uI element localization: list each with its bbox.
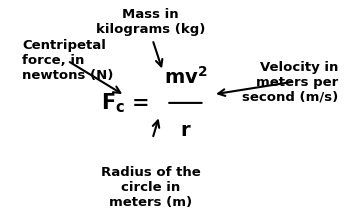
Text: Radius of the
circle in
meters (m): Radius of the circle in meters (m) [101,166,201,209]
Text: $\mathbf{F_c}$ =: $\mathbf{F_c}$ = [100,91,149,115]
Text: Mass in
kilograms (kg): Mass in kilograms (kg) [96,8,205,36]
Text: $\mathbf{r}$: $\mathbf{r}$ [180,122,191,140]
Text: $\mathbf{mv^2}$: $\mathbf{mv^2}$ [163,66,207,88]
Text: Centripetal
force, in
newtons (N): Centripetal force, in newtons (N) [22,39,114,82]
Text: Velocity in
meters per
second (m/s): Velocity in meters per second (m/s) [242,61,338,104]
